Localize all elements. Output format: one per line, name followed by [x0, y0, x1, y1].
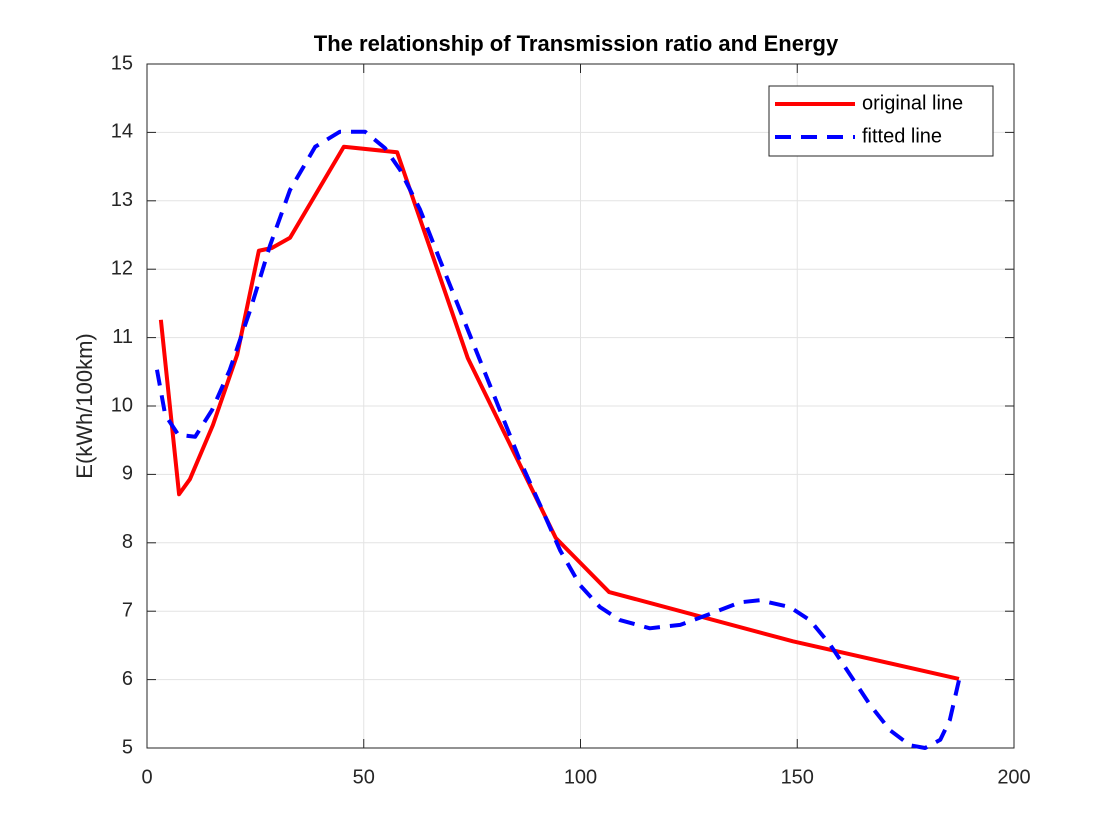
y-tick-label: 13: [111, 189, 133, 211]
y-tick-label: 8: [122, 531, 133, 553]
legend-label: original line: [862, 92, 963, 114]
x-tick-label: 50: [353, 766, 375, 788]
y-tick-label: 11: [112, 326, 133, 348]
x-tick-label: 0: [141, 766, 152, 788]
legend-box: [768, 85, 994, 157]
x-tick-label: 200: [997, 766, 1030, 788]
y-tick-label: 14: [111, 121, 133, 143]
x-tick-label: 100: [564, 766, 597, 788]
x-tick-label: 150: [781, 766, 814, 788]
plot-frame: [146, 63, 1015, 749]
data-line: [158, 144, 960, 681]
legend-label: fitted line: [862, 125, 942, 147]
y-tick-label: 15: [111, 52, 133, 74]
y-tick-label: 7: [122, 599, 133, 621]
chart-title: The relationship of Transmission ratio a…: [314, 31, 839, 56]
y-tick-label: 5: [122, 736, 133, 758]
y-axis-label: E(kWh/100km): [72, 333, 97, 478]
y-tick-label: 12: [111, 257, 133, 279]
y-tick-label: 9: [122, 463, 133, 485]
y-tick-label: 10: [111, 394, 133, 416]
legend: original line fitted line: [768, 85, 994, 157]
y-tick-label: 6: [122, 668, 133, 690]
data-line: [155, 129, 961, 750]
